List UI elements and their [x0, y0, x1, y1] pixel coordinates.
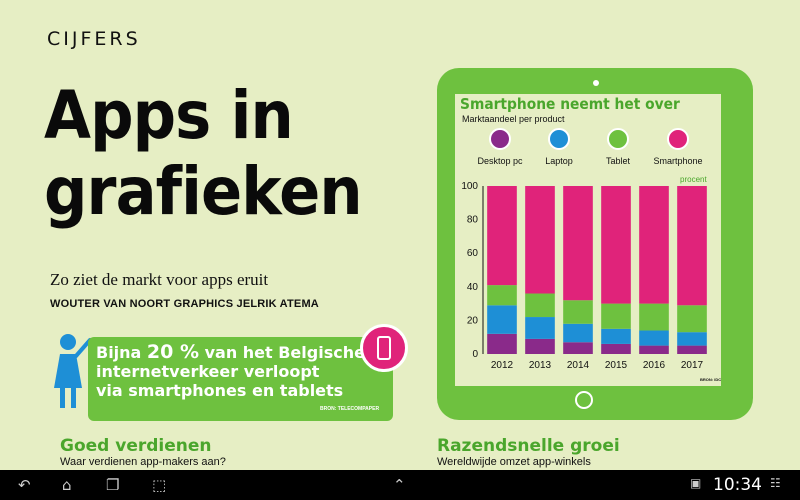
recent-apps-icon[interactable]: ❐: [106, 476, 120, 494]
bar-segment: [487, 305, 517, 334]
home-icon[interactable]: ⌂: [62, 476, 72, 494]
section-desc-earnings: Waar verdienen app-makers aan?: [60, 456, 226, 468]
section-label: CIJFERS: [47, 28, 141, 50]
bar-segment: [677, 332, 707, 346]
y-tick-label: 80: [467, 215, 479, 226]
stacked-bar-chart: 0 20 40 60 80 100 2012 2013 2014 2015 2016 2017: [461, 181, 707, 371]
headline: Apps in grafieken: [44, 78, 403, 230]
bar-segment: [487, 285, 517, 306]
bar-segment: [677, 345, 707, 354]
bar-segment: [487, 186, 517, 286]
system-nav-bar: ↶ ⌂ ❐ ⬚ ⌃ ▣ 10:34 ☷: [0, 470, 800, 500]
y-tick-label: 0: [472, 349, 478, 360]
legend-tablet: Tablet: [583, 128, 653, 166]
legend-laptop: Laptop: [524, 128, 594, 166]
bar-segment: [563, 323, 593, 343]
bar-segment: [525, 293, 555, 318]
bar-segment: [677, 186, 707, 306]
callout-source: BRON: TELECOMPAPER: [320, 406, 380, 412]
clock: 10:34: [713, 475, 762, 495]
bar-segment: [639, 186, 669, 304]
x-tick-label: 2016: [643, 360, 666, 371]
bar-segment: [525, 317, 555, 339]
section-desc-growth: Wereldwijde omzet app-winkels: [437, 456, 591, 468]
lead-text: Zo ziet de markt voor apps eruit: [50, 270, 269, 289]
person-icon: [54, 334, 92, 408]
tablet-home-button-icon: [575, 391, 593, 409]
bar-segment: [601, 343, 631, 354]
callout-line-3: via smartphones en tablets: [96, 381, 344, 400]
y-tick-label: 60: [467, 248, 479, 259]
headline-line-2: grafieken: [44, 153, 363, 230]
x-tick-label: 2015: [605, 360, 628, 371]
chevron-up-icon[interactable]: ⌃: [393, 476, 406, 494]
smartphone-legend-icon: [667, 128, 689, 150]
x-tick-label: 2014: [567, 360, 590, 371]
headline-line-1: Apps in: [44, 77, 294, 154]
section-title-earnings: Goed verdienen: [60, 436, 212, 456]
callout-percent: 20 %: [146, 341, 200, 363]
callout-text: Bijna 20 % van het Belgische internetver…: [96, 341, 386, 401]
desktop-icon: [489, 128, 511, 150]
bar-segment: [677, 305, 707, 333]
bar-segment: [601, 328, 631, 344]
bar-segment: [487, 333, 517, 354]
y-tick-label: 20: [467, 315, 479, 326]
bar-segment: [639, 303, 669, 331]
y-tick-label: 40: [467, 282, 479, 293]
bar-segment: [639, 330, 669, 346]
y-tick-label: 100: [461, 181, 478, 192]
bar-segment: [601, 186, 631, 304]
magazine-page: CIJFERS Apps in grafieken Zo ziet de mar…: [44, 28, 753, 468]
callout-box: [88, 337, 393, 421]
callout-line-2: internetverkeer verloopt: [96, 362, 320, 381]
bar-segment: [601, 303, 631, 329]
tablet-camera-icon: [593, 80, 599, 86]
gallery-icon: ▣: [690, 476, 702, 490]
chart-source: BRON: IDC: [700, 377, 722, 382]
back-icon[interactable]: ↶: [18, 476, 31, 494]
legend-label-desktop: Desktop pc: [477, 156, 523, 166]
legend-label-tablet: Tablet: [605, 156, 631, 166]
screenshot-icon[interactable]: ⬚: [152, 476, 167, 494]
laptop-icon: [548, 128, 570, 150]
chart-subtitle: Marktaandeel per product: [462, 114, 565, 124]
bar-segment: [563, 342, 593, 354]
x-tick-label: 2012: [491, 360, 514, 371]
byline: WOUTER VAN NOORT GRAPHICS JELRIK ATEMA: [50, 298, 319, 310]
tablet-icon: [607, 128, 629, 150]
chart-title: Smartphone neemt het over: [460, 95, 680, 113]
bar-segment: [525, 338, 555, 354]
chart-unit-label: procent: [680, 175, 707, 184]
bar-segment: [525, 186, 555, 294]
legend-label-smartphone: Smartphone: [653, 156, 703, 166]
section-title-growth: Razendsnelle groei: [437, 436, 620, 456]
x-tick-label: 2017: [681, 360, 704, 371]
legend-smartphone: Smartphone: [643, 128, 713, 166]
smartphone-icon: [360, 324, 408, 372]
callout-rest: van het Belgische: [199, 343, 365, 362]
bar-segment: [563, 300, 593, 324]
legend-label-laptop: Laptop: [545, 156, 573, 166]
callout-prefix: Bijna: [96, 343, 147, 362]
bar-segment: [563, 186, 593, 301]
x-tick-label: 2013: [529, 360, 552, 371]
bar-segment: [639, 345, 669, 354]
wifi-icon: ☷: [770, 476, 781, 490]
legend-desktop: Desktop pc: [465, 128, 535, 166]
